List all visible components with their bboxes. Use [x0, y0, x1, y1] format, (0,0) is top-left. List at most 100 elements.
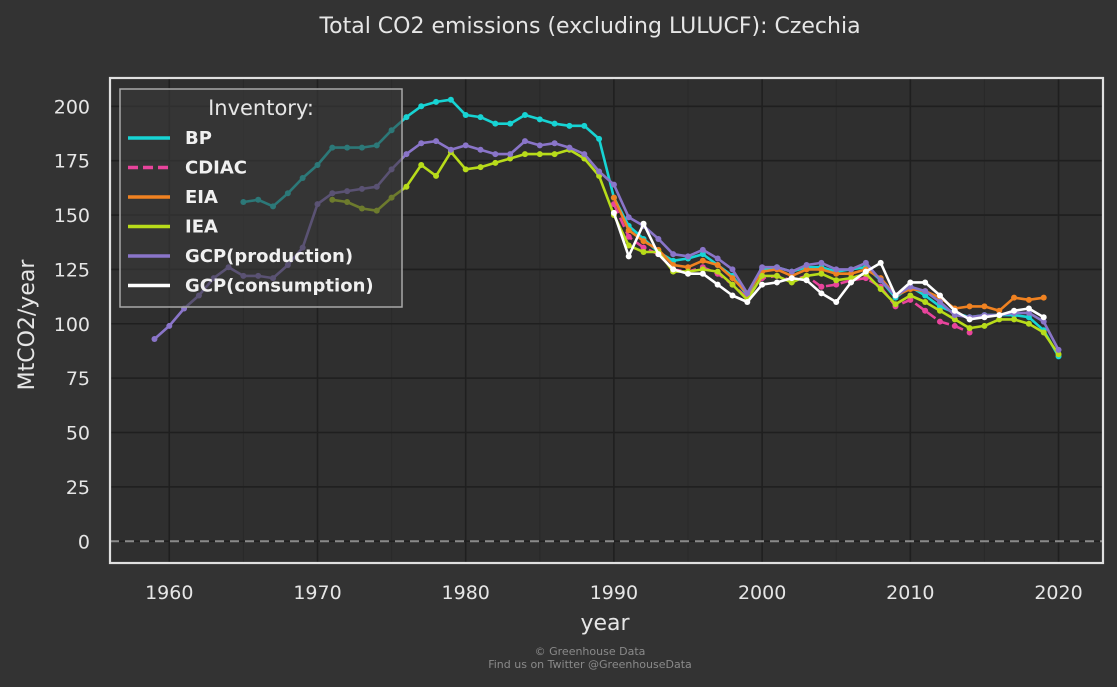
data-point-gcp-consumption: [848, 279, 855, 286]
data-point-gcp-consumption: [670, 266, 677, 273]
data-point-iea: [907, 292, 914, 299]
data-point-gcp-production: [877, 277, 884, 284]
data-point-gcp-production: [1040, 318, 1047, 325]
data-point-cdiac: [833, 281, 840, 288]
data-point-iea: [462, 166, 469, 173]
data-point-gcp-consumption: [922, 279, 929, 286]
data-point-gcp-consumption: [862, 268, 869, 275]
data-point-eia: [610, 194, 617, 201]
data-point-bp: [447, 96, 454, 103]
data-point-bp: [507, 120, 514, 127]
data-point-bp: [536, 116, 543, 123]
data-point-gcp-production: [581, 151, 588, 158]
data-point-bp: [492, 120, 499, 127]
y-tick-label: 50: [66, 423, 90, 445]
data-point-gcp-consumption: [892, 292, 899, 299]
data-point-eia: [625, 227, 632, 234]
data-point-iea: [773, 272, 780, 279]
data-point-gcp-consumption: [685, 270, 692, 277]
x-tick-label: 2000: [738, 582, 786, 604]
data-point-eia: [1025, 296, 1032, 303]
data-point-iea: [803, 272, 810, 279]
y-tick-label: 175: [54, 151, 90, 173]
data-point-gcp-production: [714, 255, 721, 262]
data-point-eia: [803, 266, 810, 273]
data-point-iea: [403, 183, 410, 190]
data-point-gcp-consumption: [788, 275, 795, 282]
data-point-iea: [640, 248, 647, 255]
legend-item-gcp-consumption: GCP(consumption): [128, 276, 374, 297]
data-point-gcp-production: [803, 262, 810, 269]
data-point-iea: [981, 322, 988, 329]
data-point-bp: [596, 135, 603, 142]
legend-label: GCP(consumption): [185, 276, 374, 297]
data-point-cdiac: [640, 244, 647, 251]
data-point-gcp-production: [521, 138, 528, 145]
data-point-eia: [1011, 294, 1018, 301]
data-point-gcp-consumption: [951, 307, 958, 314]
data-point-gcp-consumption: [1025, 305, 1032, 312]
x-tick-label: 1960: [145, 582, 193, 604]
credit-line-2: Find us on Twitter @GreenhouseData: [488, 658, 692, 671]
series-gcp-consumption: [610, 209, 1047, 323]
data-point-gcp-consumption: [936, 292, 943, 299]
data-point-gcp-production: [610, 181, 617, 188]
y-tick-label: 125: [54, 259, 90, 281]
legend-label: EIA: [185, 187, 218, 208]
x-tick-label: 2010: [886, 582, 934, 604]
data-point-iea: [521, 151, 528, 158]
data-point-iea: [966, 325, 973, 332]
data-point-iea: [996, 316, 1003, 323]
data-point-gcp-consumption: [773, 279, 780, 286]
data-point-bp: [566, 122, 573, 129]
plot-frame: [108, 76, 1105, 565]
data-point-gcp-consumption: [1011, 307, 1018, 314]
data-point-iea: [818, 270, 825, 277]
legend-label: BP: [185, 128, 212, 149]
data-point-iea: [477, 164, 484, 171]
legend-item-gcp-production: GCP(production): [128, 246, 353, 267]
data-point-gcp-consumption: [640, 220, 647, 227]
data-point-bp: [922, 292, 929, 299]
data-point-cdiac: [922, 307, 929, 314]
y-axis-title: MtCO2/year: [15, 259, 40, 391]
data-point-eia: [1040, 294, 1047, 301]
data-point-iea: [936, 307, 943, 314]
data-point-gcp-production: [596, 168, 603, 175]
data-point-iea: [788, 279, 795, 286]
data-point-cdiac: [936, 318, 943, 325]
data-point-gcp-consumption: [744, 299, 751, 306]
data-point-iea: [1055, 351, 1062, 358]
legend-label: IEA: [185, 217, 218, 238]
data-point-gcp-production: [166, 322, 173, 329]
data-point-bp: [521, 111, 528, 118]
data-point-gcp-production: [862, 259, 869, 266]
data-point-gcp-production: [462, 142, 469, 149]
data-point-eia: [729, 275, 736, 282]
data-point-iea: [833, 277, 840, 284]
data-point-iea: [418, 161, 425, 168]
data-point-iea: [1040, 329, 1047, 336]
data-point-bp: [1025, 314, 1032, 321]
data-point-gcp-production: [729, 266, 736, 273]
data-point-cdiac: [966, 329, 973, 336]
data-point-bp: [477, 114, 484, 121]
data-point-gcp-production: [936, 299, 943, 306]
data-point-eia: [848, 270, 855, 277]
data-point-eia: [981, 303, 988, 310]
data-point-gcp-consumption: [759, 281, 766, 288]
chart-title: Total CO2 emissions (excluding LULUCF): …: [318, 14, 860, 39]
data-point-iea: [1011, 316, 1018, 323]
data-point-eia: [966, 303, 973, 310]
legend-item-iea: IEA: [128, 217, 218, 238]
legend-label: CDIAC: [185, 158, 247, 179]
data-point-gcp-consumption: [803, 277, 810, 284]
x-tick-label: 1970: [293, 582, 341, 604]
data-point-gcp-consumption: [981, 314, 988, 321]
data-point-iea: [536, 151, 543, 158]
data-point-gcp-consumption: [610, 209, 617, 216]
data-point-iea: [507, 155, 514, 162]
data-point-gcp-production: [477, 146, 484, 153]
data-point-bp: [551, 120, 558, 127]
